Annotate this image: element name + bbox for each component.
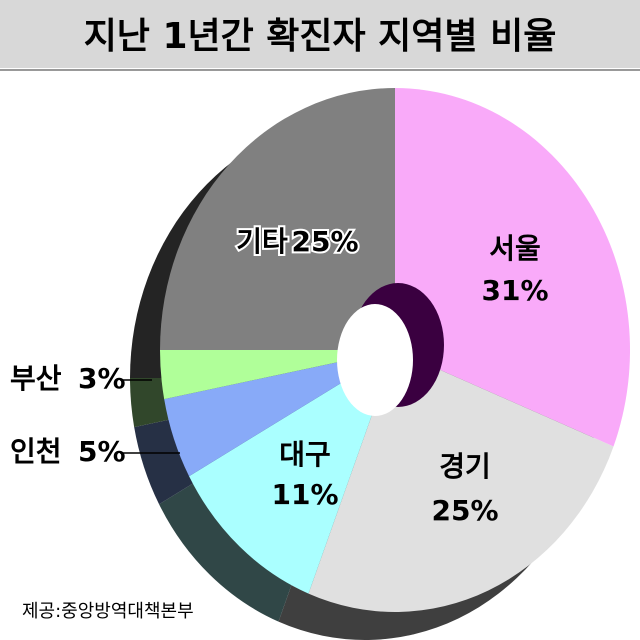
- chart-title: 지난 1년간 확진자 지역별 비율: [84, 16, 557, 57]
- hole: [337, 304, 413, 416]
- source: 제공:중앙방역대책본부: [22, 601, 194, 622]
- slice: [395, 88, 630, 447]
- value-label: 25%: [291, 225, 358, 258]
- pie: [130, 88, 630, 640]
- value-label: 3%: [78, 362, 126, 395]
- slice: [189, 350, 395, 594]
- value-label: 25%: [431, 494, 498, 527]
- slice-label: 기타: [236, 225, 288, 258]
- slice: [160, 350, 395, 400]
- slice-label: 대구: [279, 438, 331, 471]
- title-bar: [0, 0, 640, 68]
- slice-label: 인천: [10, 435, 62, 468]
- value-label: 11%: [271, 478, 338, 511]
- slice: [308, 350, 614, 613]
- value-label: 5%: [78, 435, 126, 468]
- value-label: 31%: [481, 274, 548, 307]
- slice: [164, 350, 395, 477]
- slice: [160, 88, 395, 350]
- slice-label: 경기: [439, 450, 491, 483]
- slice-label: 부산: [10, 362, 62, 395]
- slice-label: 서울: [489, 232, 541, 265]
